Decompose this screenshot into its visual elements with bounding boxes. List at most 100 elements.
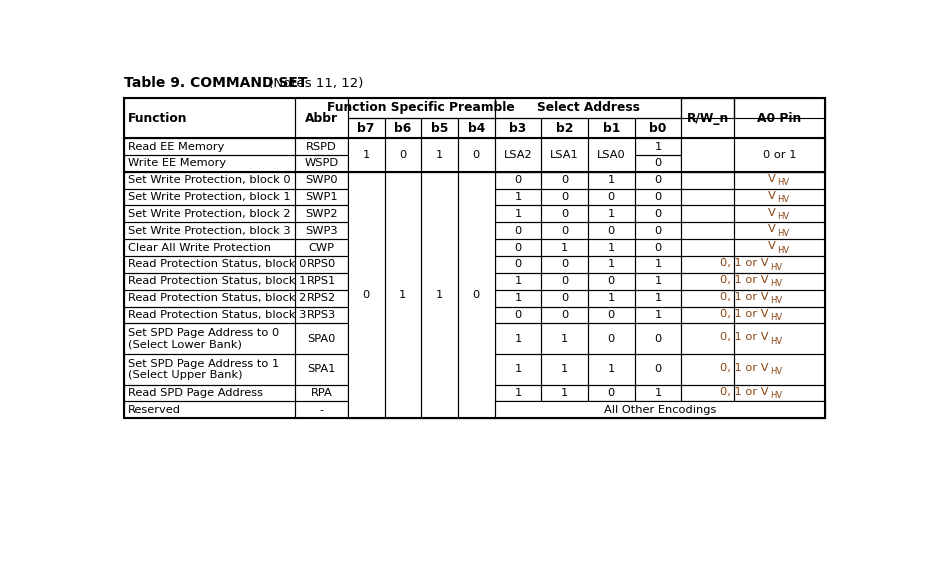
Bar [421,189,457,206]
Text: Read Protection Status, block 1: Read Protection Status, block 1 [128,276,307,286]
Text: 0: 0 [655,225,662,236]
Bar [124,98,295,138]
Text: 1: 1 [363,150,369,160]
Bar [295,402,348,418]
Bar [348,172,384,418]
Text: 0: 0 [472,150,480,160]
Bar [384,172,421,189]
Text: V: V [768,174,776,184]
Bar [682,385,734,402]
Text: HV: HV [770,337,782,346]
Bar [734,290,825,307]
Bar [457,273,494,290]
Bar [494,118,542,138]
Text: -: - [319,405,323,415]
Bar [634,239,682,256]
Text: 1: 1 [561,243,569,253]
Bar [348,189,384,206]
Bar [588,172,634,189]
Bar [542,138,588,155]
Text: 1: 1 [514,209,521,219]
Bar [634,354,682,385]
Text: RPS2: RPS2 [307,293,336,303]
Text: HV: HV [770,279,782,289]
Bar [588,273,634,290]
Bar [682,256,734,273]
Bar [588,189,634,206]
Bar [384,189,421,206]
Bar [588,385,634,402]
Text: LSA1: LSA1 [550,150,579,160]
Bar [494,402,825,418]
Text: 0, 1 or V: 0, 1 or V [720,308,769,319]
Bar [124,98,825,418]
Bar [494,290,542,307]
Bar [384,118,421,138]
Bar [348,172,384,418]
Text: 0: 0 [607,276,615,286]
Bar [634,206,682,222]
Text: Read Protection Status, block 3: Read Protection Status, block 3 [128,310,307,320]
Bar [384,138,421,155]
Bar [421,206,457,222]
Text: 0, 1 or V: 0, 1 or V [720,292,769,302]
Text: b2: b2 [556,122,573,135]
Text: Clear All Write Protection: Clear All Write Protection [128,243,271,253]
Bar [542,239,588,256]
Bar [348,354,384,385]
Bar [457,172,494,418]
Text: V: V [768,241,776,251]
Bar [542,222,588,239]
Text: 1: 1 [399,290,407,300]
Bar [682,273,734,290]
Bar [384,138,421,172]
Bar [734,239,825,256]
Bar [421,323,457,354]
Text: b6: b6 [394,122,411,135]
Bar [421,256,457,273]
Bar [457,189,494,206]
Bar [682,239,734,256]
Bar [542,118,588,138]
Text: A0 Pin: A0 Pin [757,111,802,124]
Bar [348,138,384,172]
Bar [682,138,734,155]
Bar [494,402,542,418]
Bar [421,222,457,239]
Text: 1: 1 [607,243,615,253]
Text: All Other Encodings: All Other Encodings [604,405,716,415]
Bar [421,385,457,402]
Bar [494,138,542,155]
Bar [384,239,421,256]
Text: 1: 1 [607,364,615,374]
Bar [124,402,295,418]
Bar [682,155,734,172]
Text: SPA0: SPA0 [307,333,336,344]
Bar [421,138,457,172]
Text: Write EE Memory: Write EE Memory [128,158,226,168]
Bar [494,239,542,256]
Bar [124,290,295,307]
Bar [494,354,542,385]
Bar [348,239,384,256]
Bar [634,155,682,172]
Text: Select Address: Select Address [536,102,640,115]
Bar [542,323,588,354]
Bar [542,354,588,385]
Bar [682,138,734,172]
Text: 1: 1 [561,364,569,374]
Bar [457,155,494,172]
Bar [588,138,634,172]
Text: b7: b7 [357,122,375,135]
Bar [494,98,682,118]
Bar [124,385,295,402]
Bar [634,222,682,239]
Bar [384,206,421,222]
Text: 1: 1 [655,141,662,152]
Bar [457,239,494,256]
Text: 0: 0 [514,260,521,269]
Text: 0: 0 [561,260,569,269]
Bar [295,290,348,307]
Text: 0: 0 [655,333,662,344]
Bar [457,172,494,189]
